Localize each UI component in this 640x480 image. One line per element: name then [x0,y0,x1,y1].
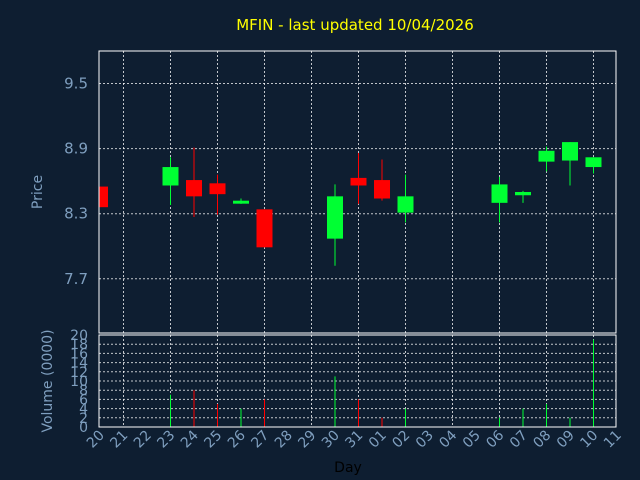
candle [397,174,414,223]
volume-tick-label: 18 [70,337,88,353]
candle [350,152,367,204]
price-axis-ticks: 7.7 8.3 8.9 9.5 [64,75,88,288]
volume-tick-label: 6 [79,392,88,408]
chart-title: MFIN - last updated 10/04/2026 [236,16,474,34]
candle [233,198,249,204]
volume-bars [170,339,594,427]
volume-tick-label: 8 [79,383,88,399]
candle-body [585,157,602,168]
candle-body [374,180,390,199]
volume-tick-label: 14 [70,356,88,372]
candle [538,146,555,172]
candle [327,184,343,266]
candle [515,190,531,203]
candle [256,209,273,248]
volume-tick-label: 10 [70,374,88,390]
price-panel-frame [98,50,617,334]
volume-tick-label: 20 [70,328,88,344]
candle [585,157,602,174]
price-tick-label: 8.9 [64,140,88,158]
x-axis-ticks: 20 21 22 23 24 25 26 27 28 29 30 31 01 02 03 04 05 06 07 08… [84,427,625,451]
candle [209,174,226,215]
candle-body [186,180,202,197]
candle-body [256,209,273,248]
price-tick-label: 8.3 [64,205,88,223]
volume-tick-label: 2 [79,411,88,427]
candle-body [209,183,226,195]
x-axis-label: Day [334,460,362,476]
price-axis-label: Price [30,175,46,209]
candle-body [233,200,249,204]
candle-body [562,142,578,161]
candle-body [397,196,414,213]
volume-axis-label: Volume (0000) [40,329,56,432]
candle [186,147,202,217]
candle-body [515,192,531,196]
volume-tick-label: 4 [79,402,88,418]
candle [562,142,578,186]
volume-tick-label: 16 [70,346,88,362]
volume-panel-frame [98,334,617,428]
candle-body [162,167,179,186]
price-tick-label: 9.5 [64,75,88,93]
volume-tick-label: 0 [79,420,88,436]
candles [99,142,602,266]
candle [374,159,390,201]
candle-body [350,177,367,186]
candle-body [491,184,508,203]
candle-body [100,186,108,208]
candle [99,186,108,208]
candle [491,176,508,223]
price-tick-label: 7.7 [64,270,88,288]
candle-body [327,196,343,239]
candle [162,157,179,206]
volume-tick-label: 12 [70,365,88,381]
candle-body [538,150,555,162]
